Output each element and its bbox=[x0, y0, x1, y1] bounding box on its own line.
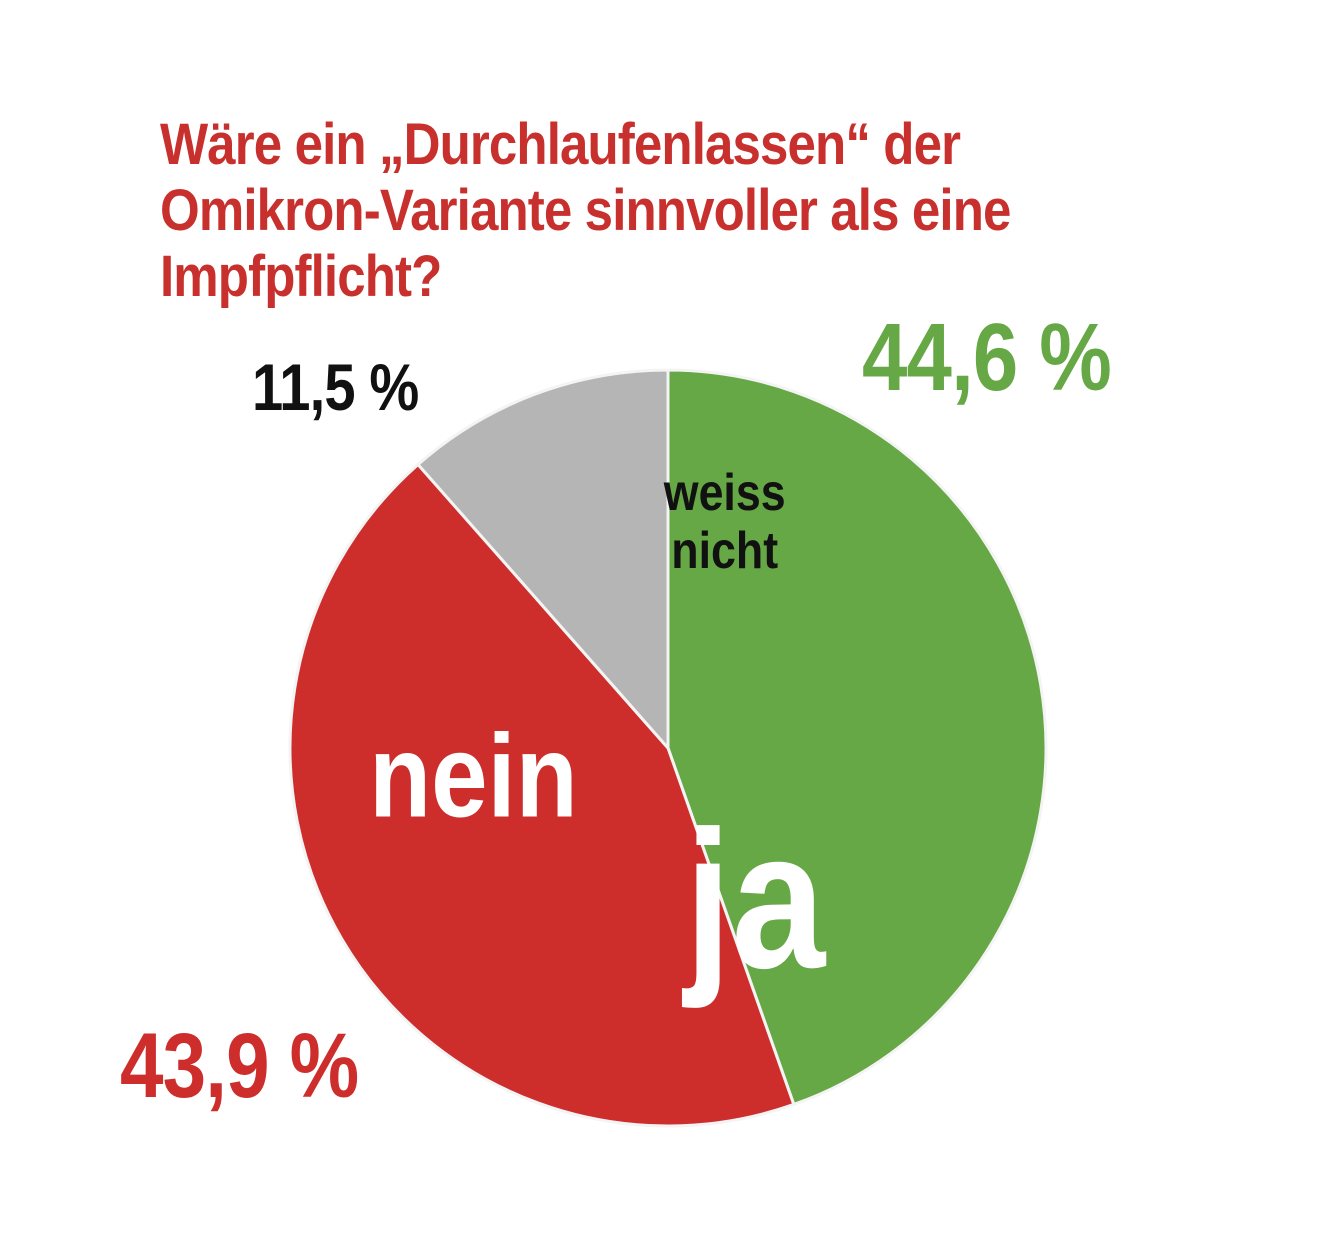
pie-slice-ja bbox=[666, 368, 1048, 1106]
slice-label-line: ja bbox=[682, 790, 827, 1009]
pie-slices bbox=[288, 368, 1048, 1128]
slice-label-line: nein bbox=[369, 711, 578, 843]
title-line-3: Impfpflicht? bbox=[160, 244, 442, 309]
slice-label-line: nicht bbox=[671, 522, 778, 580]
pie-slice-nein bbox=[288, 462, 796, 1128]
pie-slice-weiss-nicht bbox=[416, 368, 670, 750]
slice-label-weiss-nicht: weiss nicht bbox=[663, 464, 786, 580]
title-line-1: Wäre ein „Durchlaufenlassen“ der bbox=[160, 112, 961, 177]
value-label-ja: 44,6 % bbox=[862, 304, 1112, 411]
value-label-nein: 43,9 % bbox=[120, 1015, 359, 1117]
value-label-weiss-nicht: 11,5 % bbox=[252, 350, 419, 424]
slice-label-line: weiss bbox=[663, 464, 786, 522]
title-line-2: Omikron-Variante sinnvoller als eine bbox=[160, 178, 1011, 243]
slice-label-nein: nein bbox=[369, 711, 578, 843]
chart-title: Wäre ein „Durchlaufenlassen“ der Omikron… bbox=[160, 112, 1040, 310]
slice-label-ja: ja bbox=[682, 790, 827, 1009]
